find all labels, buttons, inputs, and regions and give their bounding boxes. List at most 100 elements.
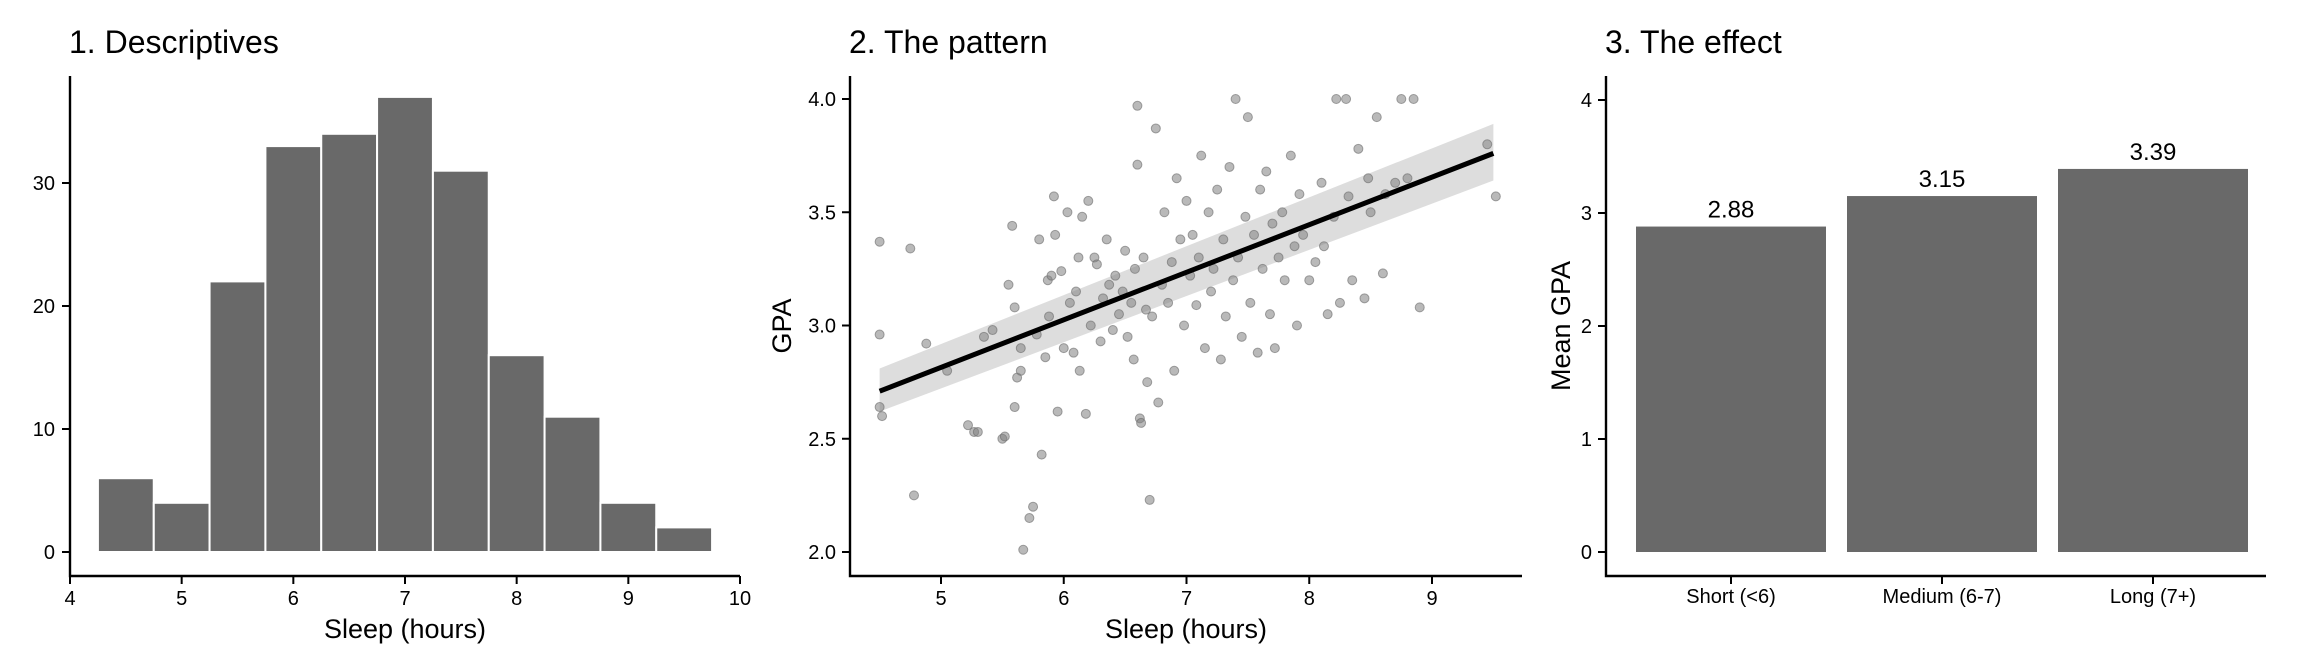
scatter-point xyxy=(1036,449,1047,460)
scatter-point xyxy=(1482,139,1493,150)
y-tick-label: 3.0 xyxy=(808,316,836,338)
scatter-x-ticks: 5 6 7 8 9 xyxy=(935,576,1438,610)
scatter-point xyxy=(1363,173,1374,184)
scatter-point xyxy=(1046,270,1057,281)
scatter-point xyxy=(1187,229,1198,240)
scatter-point xyxy=(1347,275,1358,286)
scatter-point xyxy=(1048,191,1059,202)
scatter-point xyxy=(1206,286,1217,297)
y-tick-label: 30 xyxy=(33,173,55,195)
scatter-point xyxy=(1264,309,1275,320)
scatter-point xyxy=(1414,302,1425,313)
scatter-point xyxy=(1153,397,1164,408)
histogram-bar xyxy=(599,501,658,553)
bar-value-label: 3.15 xyxy=(1919,166,1966,193)
scatter-point xyxy=(908,490,919,501)
scatter-point xyxy=(1353,143,1364,154)
x-tick-label: Medium (6-7) xyxy=(1883,586,2002,608)
x-tick-label: 6 xyxy=(1058,588,1069,610)
scatter-point xyxy=(1218,234,1229,245)
scatter-title: 2. The pattern xyxy=(849,24,1048,60)
scatter-point xyxy=(1024,513,1035,524)
bar-title: 3. The effect xyxy=(1605,24,1782,60)
scatter-point xyxy=(1228,275,1239,286)
scatter-point xyxy=(1083,195,1094,206)
scatter-point xyxy=(1122,331,1133,342)
scatter-point xyxy=(1091,259,1102,270)
scatter-point xyxy=(1249,229,1260,240)
histogram-bar xyxy=(655,526,714,554)
scatter-point xyxy=(999,431,1010,442)
scatter-points xyxy=(874,94,1501,555)
x-tick-label: 9 xyxy=(1426,588,1437,610)
y-tick-label: 4 xyxy=(1581,90,1592,112)
scatter-point xyxy=(1236,331,1247,342)
scatter-point xyxy=(1304,275,1315,286)
scatter-point xyxy=(1402,173,1413,184)
y-tick-label: 0 xyxy=(1581,542,1592,564)
mean-gpa-bar xyxy=(1847,196,2037,553)
scatter-point xyxy=(1196,150,1207,161)
scatter-point xyxy=(1310,257,1321,268)
scatter-point xyxy=(1120,245,1131,256)
panel-histogram: 1. Descriptives 4 5 6 7 8 9 10 0 10 20 30 Sleep (… xyxy=(33,24,751,644)
confidence-band xyxy=(879,123,1494,412)
scatter-point xyxy=(1408,94,1419,104)
scatter-point xyxy=(1212,184,1223,195)
scatter-point xyxy=(1359,293,1370,304)
scatter-point xyxy=(1113,309,1124,320)
histogram-x-label: Sleep (hours) xyxy=(324,614,486,644)
bar-x-ticks: Short (<6) Medium (6-7) Long (7+) xyxy=(1686,576,2196,608)
scatter-point xyxy=(874,236,885,247)
scatter-point xyxy=(1365,207,1376,218)
scatter-point xyxy=(1371,112,1382,123)
scatter-point xyxy=(1289,241,1300,252)
scatter-point xyxy=(1257,263,1268,274)
scatter-point xyxy=(1252,347,1263,358)
scatter-point xyxy=(877,411,888,422)
regression-line xyxy=(878,151,1495,394)
scatter-point xyxy=(1203,207,1214,218)
scatter-point xyxy=(1018,544,1029,555)
bar-y-label: Mean GPA xyxy=(1546,261,1576,391)
x-tick-label: 7 xyxy=(1181,588,1192,610)
scatter-point xyxy=(1279,275,1290,286)
mean-gpa-bars: 2.88 3.15 3.39 xyxy=(1636,139,2248,553)
scatter-point xyxy=(1107,325,1118,336)
histogram-bar xyxy=(208,280,267,553)
scatter-point xyxy=(1159,207,1170,218)
scatter-point xyxy=(1009,302,1020,313)
bar-value-label: 3.39 xyxy=(2130,139,2177,166)
scatter-y-label: GPA xyxy=(767,298,797,353)
x-tick-label: 8 xyxy=(1304,588,1315,610)
scatter-point xyxy=(1322,309,1333,320)
scatter-point xyxy=(1015,343,1026,354)
scatter-point xyxy=(1169,365,1180,376)
scatter-point xyxy=(1285,150,1296,161)
histogram-title: 1. Descriptives xyxy=(69,24,279,60)
x-tick-label: 9 xyxy=(623,588,634,610)
scatter-point xyxy=(1147,311,1158,322)
fit-line xyxy=(878,151,1495,394)
scatter-point xyxy=(1052,406,1063,417)
scatter-point xyxy=(1110,270,1121,281)
histogram-bar xyxy=(431,169,490,553)
ci-band xyxy=(879,123,1494,412)
scatter-point xyxy=(1181,195,1192,206)
scatter-point xyxy=(1490,191,1501,202)
scatter-point xyxy=(1390,177,1401,188)
scatter-point xyxy=(1294,189,1305,200)
y-tick-label: 0 xyxy=(44,542,55,564)
bar-value-label: 2.88 xyxy=(1708,197,1755,224)
scatter-point xyxy=(1074,365,1085,376)
scatter-point xyxy=(1144,494,1155,505)
histogram-bar xyxy=(487,354,546,554)
scatter-point xyxy=(1136,417,1147,428)
scatter-point xyxy=(1175,234,1186,245)
scatter-point xyxy=(1073,252,1084,263)
scatter-point xyxy=(1298,229,1309,240)
scatter-point xyxy=(921,338,932,349)
scatter-point xyxy=(1009,402,1020,413)
scatter-point xyxy=(1077,211,1088,222)
